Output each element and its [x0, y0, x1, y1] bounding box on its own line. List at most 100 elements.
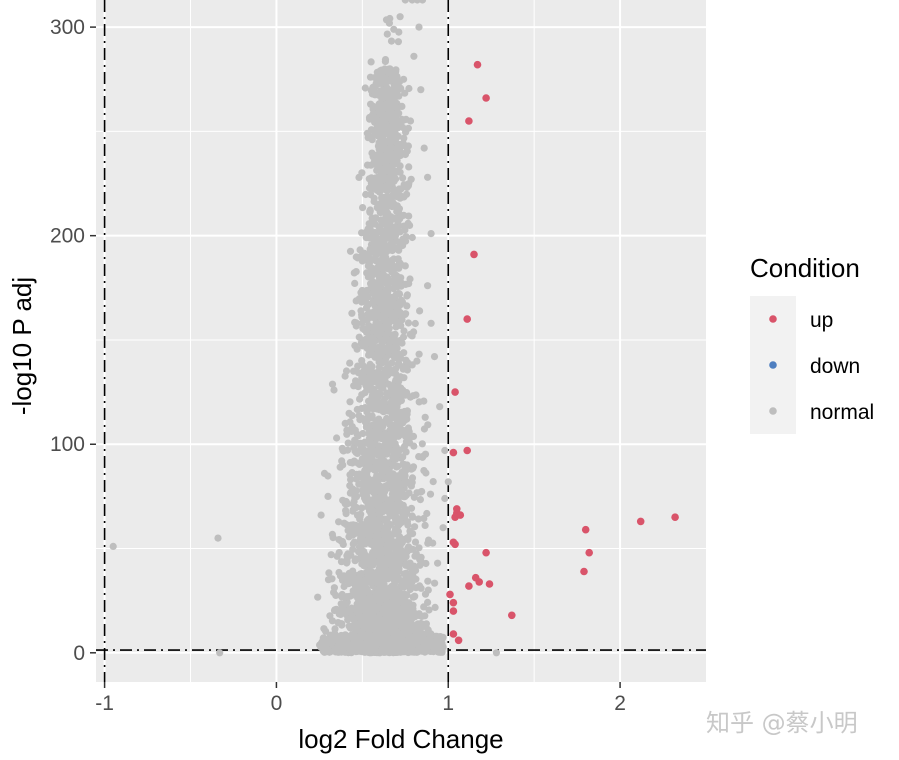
- normal-point: [365, 589, 373, 597]
- normal-point: [328, 575, 336, 583]
- normal-point: [393, 207, 401, 216]
- normal-point: [350, 635, 358, 643]
- normal-point: [380, 507, 388, 515]
- normal-point: [380, 113, 388, 121]
- normal-point: [382, 212, 390, 220]
- normal-point: [366, 531, 374, 540]
- up-point: [451, 388, 459, 396]
- normal-point: [396, 168, 404, 176]
- normal-point: [373, 429, 381, 437]
- normal-point: [360, 562, 368, 570]
- normal-point: [395, 290, 403, 298]
- normal-point: [376, 521, 384, 529]
- up-point: [636, 517, 645, 526]
- normal-point: [366, 455, 374, 463]
- normal-point: [378, 448, 386, 456]
- normal-point: [343, 593, 351, 601]
- up-point: [449, 607, 458, 615]
- normal-point: [379, 219, 387, 227]
- normal-point: [415, 610, 423, 618]
- normal-point: [371, 160, 379, 168]
- normal-point: [375, 374, 383, 382]
- normal-point: [364, 364, 372, 372]
- legend: Condition up down normal: [750, 253, 874, 434]
- normal-point: [352, 493, 361, 501]
- normal-point: [390, 25, 398, 33]
- normal-point: [403, 430, 411, 438]
- normal-point: [396, 500, 404, 508]
- normal-point: [401, 590, 409, 598]
- normal-point: [349, 545, 357, 554]
- normal-point: [408, 233, 416, 242]
- normal-point: [368, 111, 377, 119]
- normal-point: [385, 197, 393, 205]
- normal-point: [374, 368, 382, 376]
- normal-point: [360, 439, 368, 447]
- normal-point: [214, 534, 222, 542]
- normal-point: [359, 645, 367, 654]
- normal-point: [353, 345, 361, 353]
- normal-point: [405, 84, 413, 93]
- normal-point: [402, 569, 410, 577]
- normal-point: [408, 0, 416, 4]
- normal-point: [382, 160, 390, 168]
- normal-point: [358, 570, 366, 578]
- normal-point: [394, 515, 402, 523]
- normal-point: [391, 365, 400, 373]
- normal-point: [355, 637, 363, 645]
- up-point: [580, 567, 588, 576]
- normal-point: [409, 392, 417, 400]
- normal-point: [358, 455, 366, 463]
- up-point: [671, 513, 679, 521]
- normal-point: [401, 478, 409, 486]
- normal-point: [418, 453, 427, 461]
- normal-point: [340, 639, 349, 647]
- normal-point: [365, 601, 373, 609]
- normal-point: [424, 577, 432, 585]
- normal-point: [413, 636, 421, 644]
- normal-point: [397, 322, 405, 330]
- up-point: [454, 636, 463, 645]
- normal-point: [389, 154, 397, 162]
- up-point: [449, 630, 458, 638]
- x-tick-label: 2: [614, 692, 626, 715]
- up-point: [475, 578, 484, 586]
- normal-point: [336, 572, 345, 580]
- normal-point: [358, 169, 366, 177]
- normal-point: [366, 500, 374, 508]
- normal-point: [402, 142, 410, 150]
- normal-point: [372, 305, 380, 313]
- normal-point: [344, 616, 352, 624]
- normal-point: [366, 257, 374, 265]
- legend-key-down: [769, 361, 777, 369]
- normal-point: [401, 89, 409, 97]
- normal-point: [392, 303, 400, 311]
- normal-point: [389, 461, 397, 469]
- normal-point: [400, 134, 408, 142]
- normal-point: [388, 398, 396, 406]
- normal-point: [399, 333, 408, 341]
- y-tick-label: 200: [50, 225, 85, 248]
- normal-point: [405, 607, 413, 615]
- normal-point: [415, 23, 423, 31]
- up-point: [451, 513, 459, 521]
- normal-point: [401, 596, 409, 605]
- normal-point: [399, 386, 407, 395]
- normal-point: [374, 534, 382, 542]
- normal-point: [385, 337, 394, 345]
- normal-point: [390, 607, 398, 615]
- normal-point: [354, 590, 362, 598]
- normal-point: [374, 142, 382, 150]
- normal-point: [373, 404, 381, 412]
- normal-point: [216, 649, 224, 657]
- normal-point: [326, 612, 334, 620]
- normal-point: [346, 247, 355, 255]
- normal-point: [403, 548, 411, 556]
- normal-point: [364, 301, 372, 309]
- normal-point: [416, 555, 424, 564]
- normal-point: [320, 625, 328, 633]
- x-tick-label: -1: [95, 692, 114, 715]
- normal-point: [387, 430, 395, 438]
- normal-point: [492, 649, 500, 657]
- normal-point: [351, 624, 359, 632]
